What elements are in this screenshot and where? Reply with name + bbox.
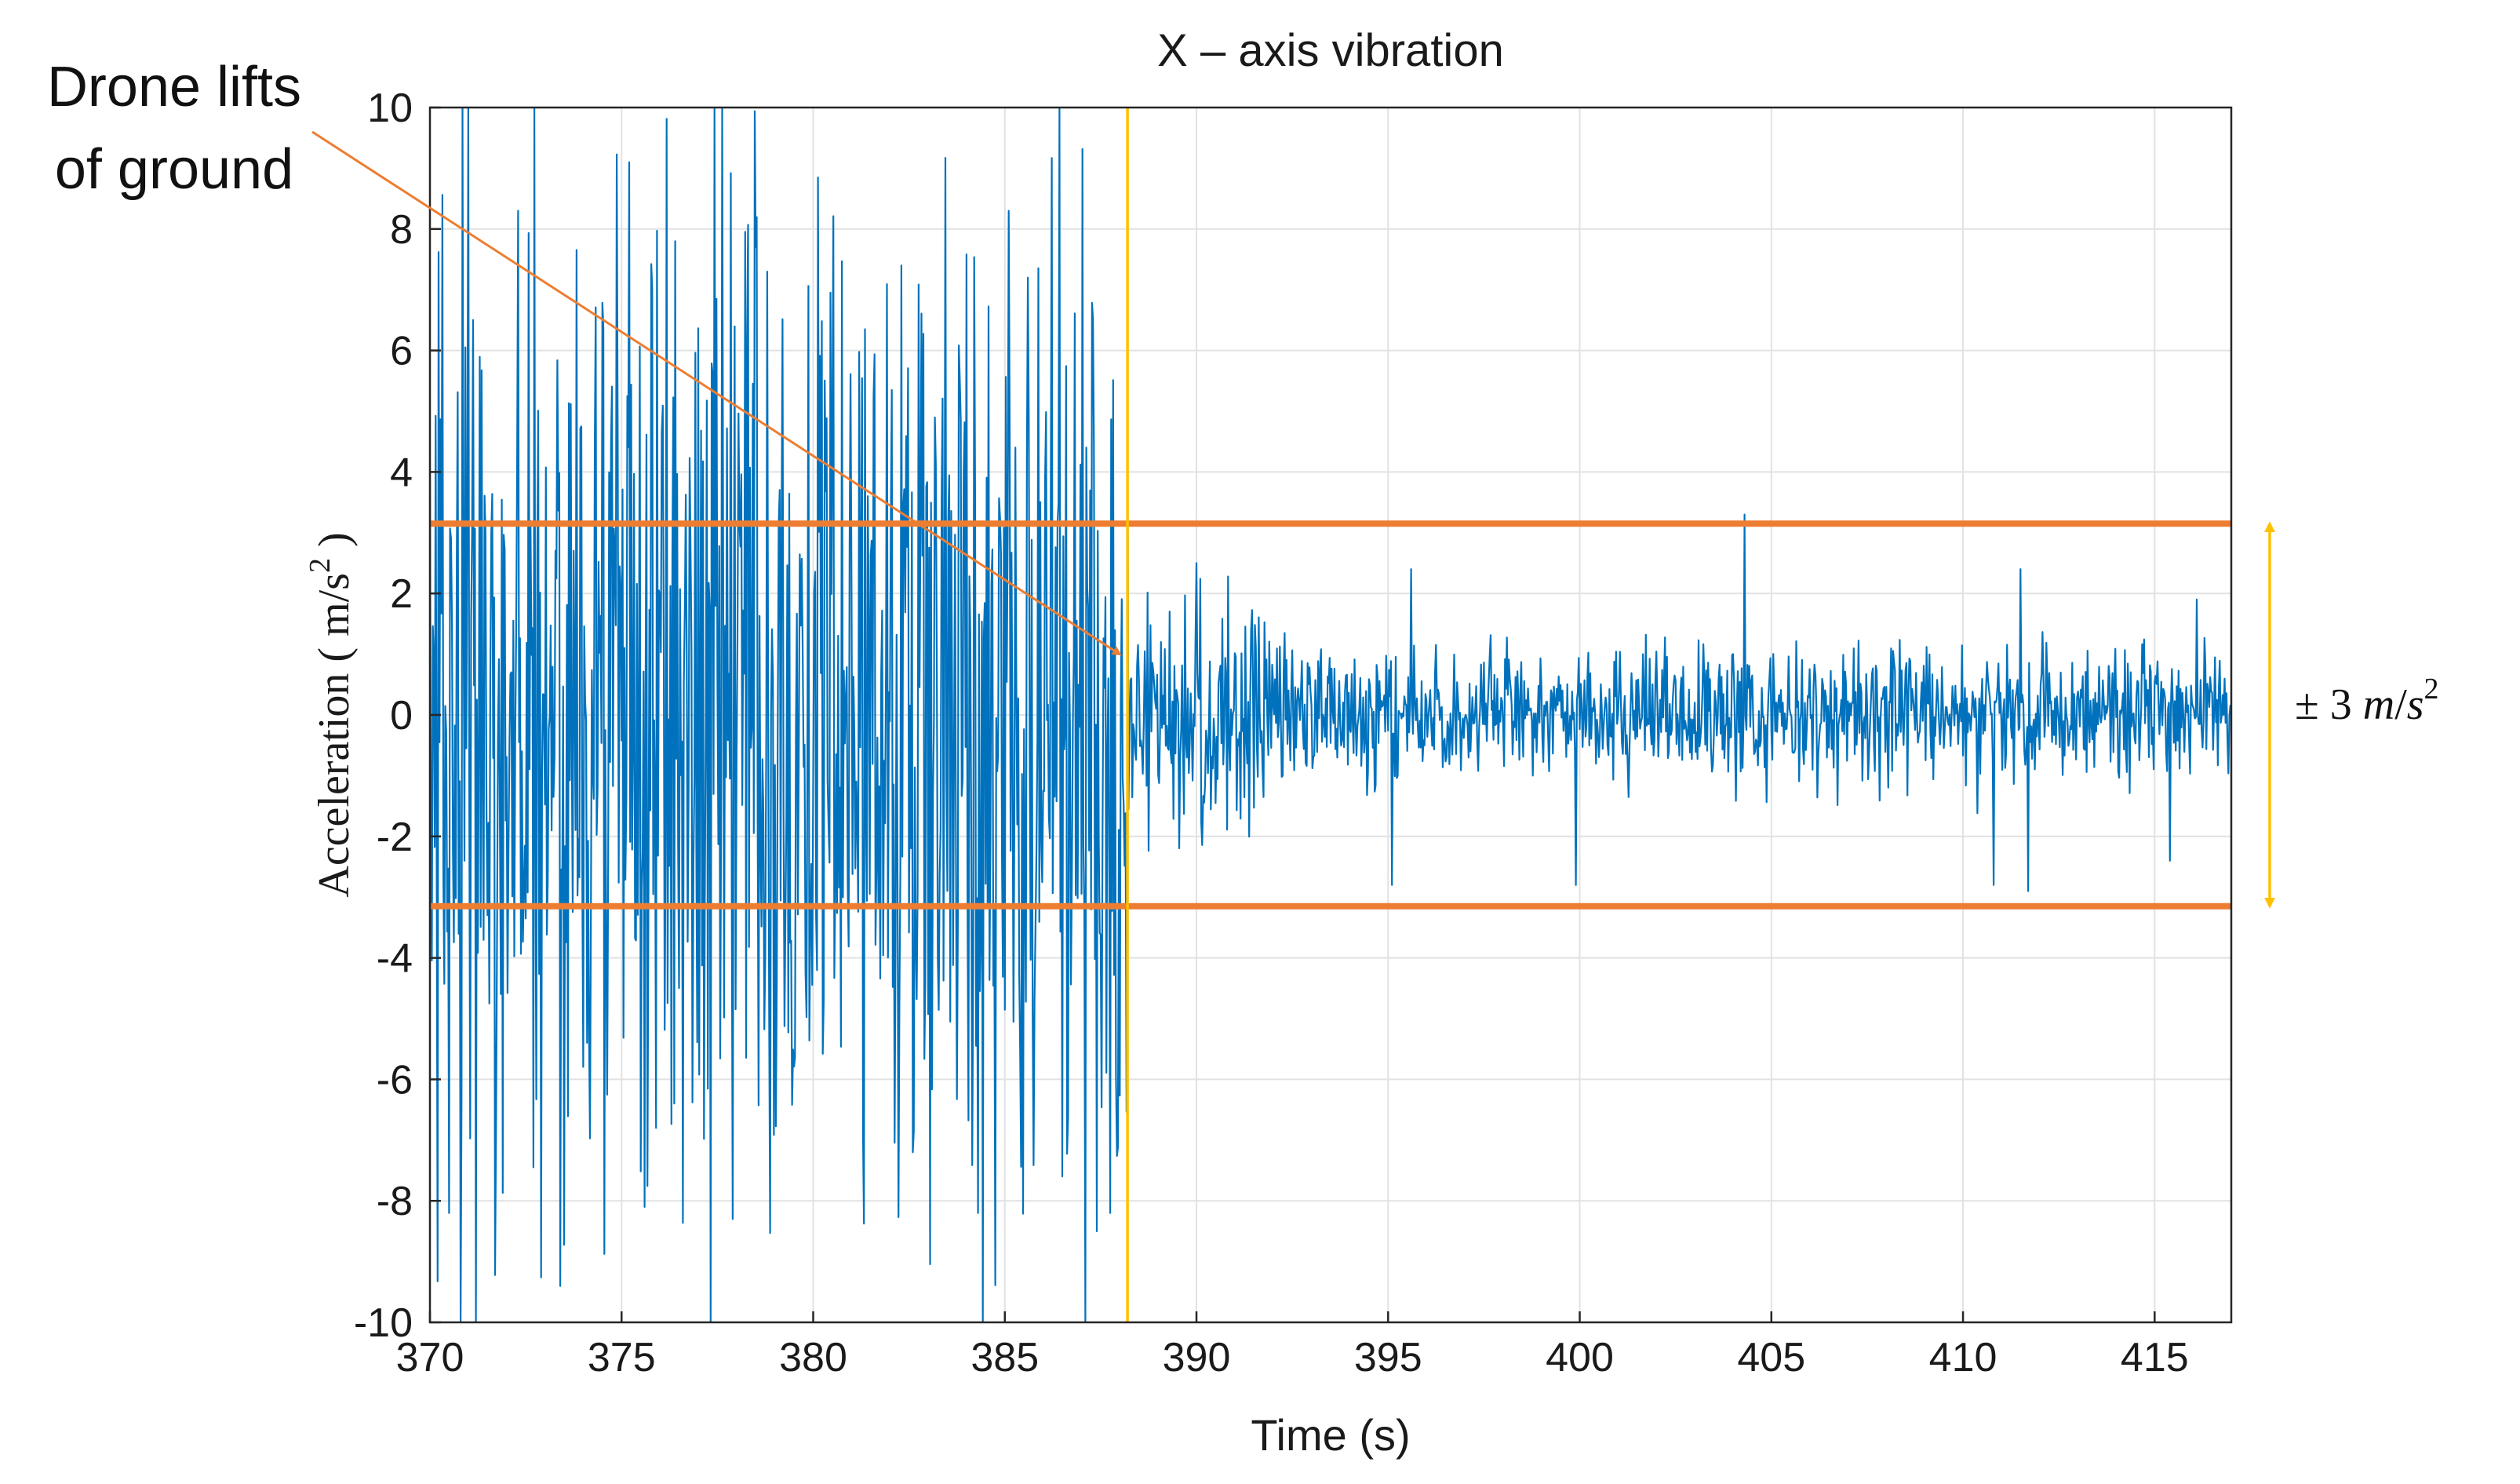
- y-axis-label-suffix: ): [310, 532, 359, 558]
- annotation-line-1: Drone lifts: [47, 56, 301, 119]
- band-label-s: s: [2407, 680, 2424, 729]
- x-axis: 370 375 380 385 390 395 400 405 410 415: [396, 1311, 2189, 1380]
- x-tick-label: 390: [1163, 1335, 1231, 1380]
- y-tick-label: -2: [377, 815, 413, 860]
- series-x-axis-acceleration: [430, 108, 2231, 1322]
- x-tick-label: 395: [1354, 1335, 1422, 1380]
- y-tick-label: -8: [377, 1179, 413, 1224]
- y-tick-label: 6: [390, 329, 413, 374]
- threshold-band-indicator: ± 3 m/s2: [2264, 521, 2439, 909]
- x-tick-label: 405: [1737, 1335, 1805, 1380]
- y-tick-label: 10: [367, 86, 413, 131]
- y-tick-label: 2: [390, 571, 413, 617]
- x-tick-label: 380: [779, 1335, 847, 1380]
- x-axis-label: Time (s): [1251, 1410, 1410, 1460]
- annotation-arrow: [311, 130, 1122, 656]
- y-tick-label: 8: [390, 207, 413, 253]
- annotation-line-2: of ground: [55, 138, 293, 201]
- band-label-m: m: [2363, 680, 2394, 729]
- band-label-prefix: ± 3: [2295, 680, 2363, 729]
- y-axis-label-sup: 2: [304, 558, 337, 573]
- x-tick-label: 400: [1546, 1335, 1614, 1380]
- y-axis-label: Acceleration ( m/s2 ): [304, 532, 359, 897]
- liftoff-annotation: Drone lifts of ground: [47, 56, 1122, 656]
- y-axis: -10 -8 -6 -4 -2 0 2 4 6 8 10: [354, 86, 441, 1346]
- band-label-sup: 2: [2424, 673, 2439, 706]
- y-tick-label: 4: [390, 450, 413, 495]
- y-tick-label: -4: [377, 936, 413, 982]
- band-label: ± 3 m/s2: [2295, 673, 2439, 729]
- x-tick-label: 385: [970, 1335, 1039, 1380]
- y-tick-label: -10: [354, 1300, 413, 1346]
- x-tick-label: 415: [2121, 1335, 2189, 1380]
- x-tick-label: 370: [396, 1335, 464, 1380]
- chart-title: X – axis vibration: [1157, 25, 1504, 76]
- x-tick-label: 410: [1929, 1335, 1997, 1380]
- y-tick-label: 0: [390, 693, 413, 738]
- band-label-slash: /: [2394, 680, 2407, 729]
- y-tick-label: -6: [377, 1057, 413, 1103]
- plot-area: [430, 108, 2231, 1322]
- y-axis-label-prefix: Acceleration ( m/s: [310, 573, 359, 898]
- x-tick-label: 375: [588, 1335, 656, 1380]
